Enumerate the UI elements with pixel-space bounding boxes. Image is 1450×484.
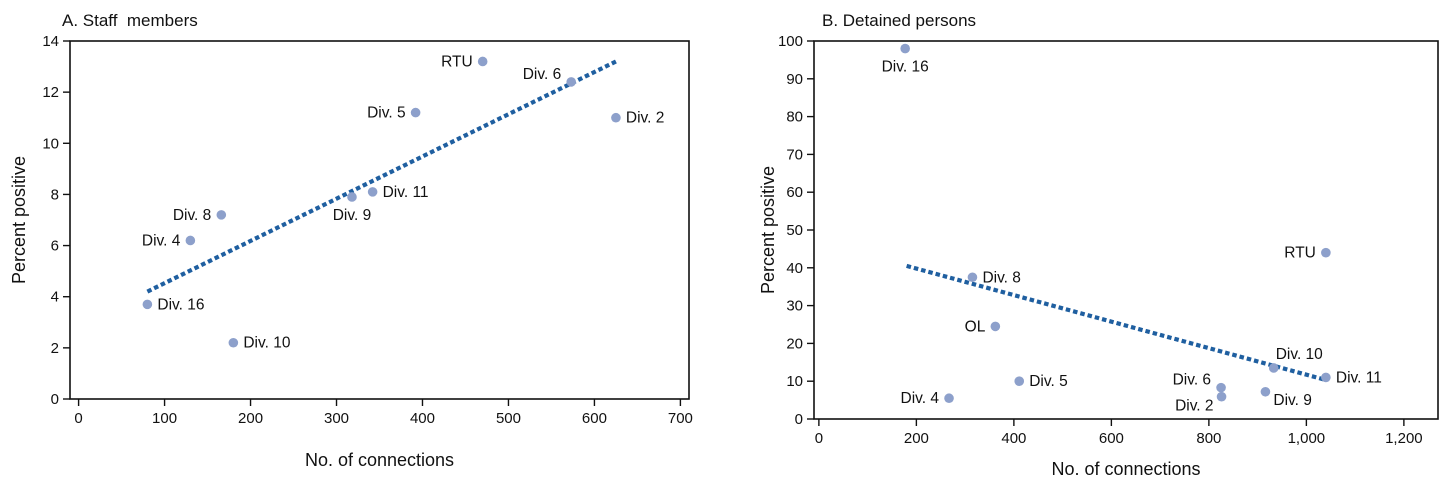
chart-b-point-div-5: [1014, 376, 1025, 387]
chart-b-point-label-div-5: Div. 5: [1029, 373, 1067, 390]
chart-a-x-tick-label: 0: [74, 410, 82, 427]
chart-a-y-tick-label: 8: [51, 186, 59, 203]
chart-b-point-label-div-11: Div. 11: [1336, 369, 1382, 386]
chart-b-plot-frame: [813, 40, 1439, 420]
chart-b-point-div-4: [944, 393, 954, 404]
chart-b-point-div-9: [1260, 386, 1271, 397]
chart-a-point-label-div-4: Div. 4: [142, 232, 181, 249]
chart-a-point-label-div-2: Div. 2: [626, 110, 664, 127]
chart-a-point-div-11: [367, 187, 378, 197]
chart-b-point-div-6: [1216, 382, 1226, 393]
chart-a-y-tick-label: 6: [51, 238, 59, 255]
chart-b-y-tick-label: 20: [786, 335, 803, 352]
chart-a-x-tick-label: 300: [324, 410, 349, 427]
chart-a-point-div-16: [142, 299, 153, 310]
chart-a-point-rtu: [477, 56, 488, 67]
chart-a-point-div-4: [185, 235, 196, 246]
chart-b-x-tick-label: 600: [1099, 430, 1124, 447]
chart-b-x-tick-label: 1,000: [1288, 430, 1326, 447]
chart-panel-b: 0 10 20 30 40 50 60 70 80 90 100 0 200 400 600 800 1,000…: [758, 11, 1439, 479]
chart-a-x-tick-label: 400: [410, 410, 435, 427]
chart-b-point-label-ol: OL: [965, 318, 986, 335]
chart-b-y-tick-label: 10: [786, 373, 803, 390]
chart-a-y-tick-label: 0: [51, 391, 59, 408]
chart-a-x-tick-label: 700: [668, 410, 693, 427]
chart-a-point-div-10: [228, 337, 239, 348]
chart-a-point-label-rtu: RTU: [441, 53, 473, 70]
chart-b-y-axis-label: Percent positive: [758, 166, 778, 294]
chart-a-x-tick-label: 500: [496, 410, 521, 427]
chart-b-point-label-div-10: Div. 10: [1276, 346, 1323, 363]
chart-b-point-label-div-8: Div. 8: [982, 269, 1020, 286]
chart-a-x-axis-label: No. of connections: [305, 450, 454, 470]
chart-b-y-tick-label: 40: [786, 260, 803, 277]
chart-a-y-axis-label: Percent positive: [9, 156, 29, 284]
chart-b-point-label-rtu: RTU: [1284, 245, 1316, 262]
chart-b-trend-line: [906, 263, 1324, 382]
chart-b-point-label-div-6: Div. 6: [1173, 372, 1211, 389]
chart-b-point-label-div-4: Div. 4: [901, 390, 940, 407]
chart-b-x-tick-label: 200: [904, 430, 929, 447]
chart-b-x-axis-label: No. of connections: [1051, 459, 1200, 479]
chart-a-point-label-div-10: Div. 10: [243, 335, 290, 352]
chart-b-point-ol: [990, 321, 1001, 332]
chart-b-point-div-16: [900, 43, 910, 54]
chart-a-x-tick-label: 100: [152, 410, 177, 427]
chart-a-point-label-div-8: Div. 8: [173, 207, 211, 224]
chart-b-x-tick-label: 400: [1001, 430, 1026, 447]
chart-b-point-div-11: [1321, 372, 1331, 383]
chart-b-point-div-10: [1268, 363, 1279, 373]
chart-b-x-tick-label: 1,200: [1385, 430, 1423, 447]
chart-a-y-tick-label: 14: [42, 33, 59, 50]
chart-b-y-tick-label: 100: [778, 33, 803, 50]
chart-b-y-tick-label: 90: [786, 71, 803, 88]
chart-b-point-div-8: [967, 272, 978, 283]
chart-a-point-label-div-5: Div. 5: [367, 105, 405, 122]
chart-a-point-div-2: [611, 112, 621, 123]
chart-a-x-tick-label: 600: [582, 410, 607, 427]
chart-a-x-tick-label: 200: [238, 410, 263, 427]
chart-a-y-tick-label: 2: [51, 340, 59, 357]
chart-b-point-label-div-16: Div. 16: [882, 59, 929, 76]
chart-b-y-tick-label: 70: [786, 146, 803, 163]
chart-a-point-div-6: [566, 77, 577, 87]
chart-b-y-tick-label: 50: [786, 222, 803, 239]
chart-b-x-tick-label: 800: [1196, 430, 1221, 447]
chart-b-y-tick-label: 60: [786, 184, 803, 201]
chart-a-point-div-9: [347, 192, 357, 202]
chart-b-y-tick-label: 30: [786, 298, 803, 315]
chart-panel-a: 0 2 4 6 8 10 12 14 0 100 200 300 400 500 600 700 A. Staf…: [9, 11, 693, 470]
chart-b-point-div-2: [1216, 391, 1227, 402]
chart-a-y-tick-label: 10: [42, 135, 59, 152]
chart-a-y-tick-label: 12: [42, 84, 59, 101]
chart-a-trend-line: [146, 59, 617, 294]
chart-a-plot-frame: [69, 40, 690, 400]
chart-a-point-label-div-9: Div. 9: [333, 207, 371, 224]
chart-a-point-label-div-6: Div. 6: [523, 66, 561, 83]
chart-b-point-label-div-2: Div. 2: [1175, 398, 1213, 415]
chart-b-y-tick-label: 80: [786, 109, 803, 126]
chart-b-y-tick-label: 0: [795, 411, 803, 428]
chart-a-point-label-div-16: Div. 16: [157, 296, 204, 313]
chart-b-point-rtu: [1321, 247, 1331, 258]
chart-a-y-tick-label: 4: [51, 289, 59, 306]
chart-a-point-div-5: [410, 107, 421, 118]
chart-a-title: A. Staff members: [62, 11, 198, 30]
chart-b-x-tick-label: 0: [815, 430, 823, 447]
chart-a-point-div-8: [216, 210, 227, 220]
chart-b-point-label-div-9: Div. 9: [1273, 392, 1311, 409]
chart-b-title: B. Detained persons: [822, 11, 976, 30]
chart-a-point-label-div-11: Div. 11: [383, 184, 429, 201]
